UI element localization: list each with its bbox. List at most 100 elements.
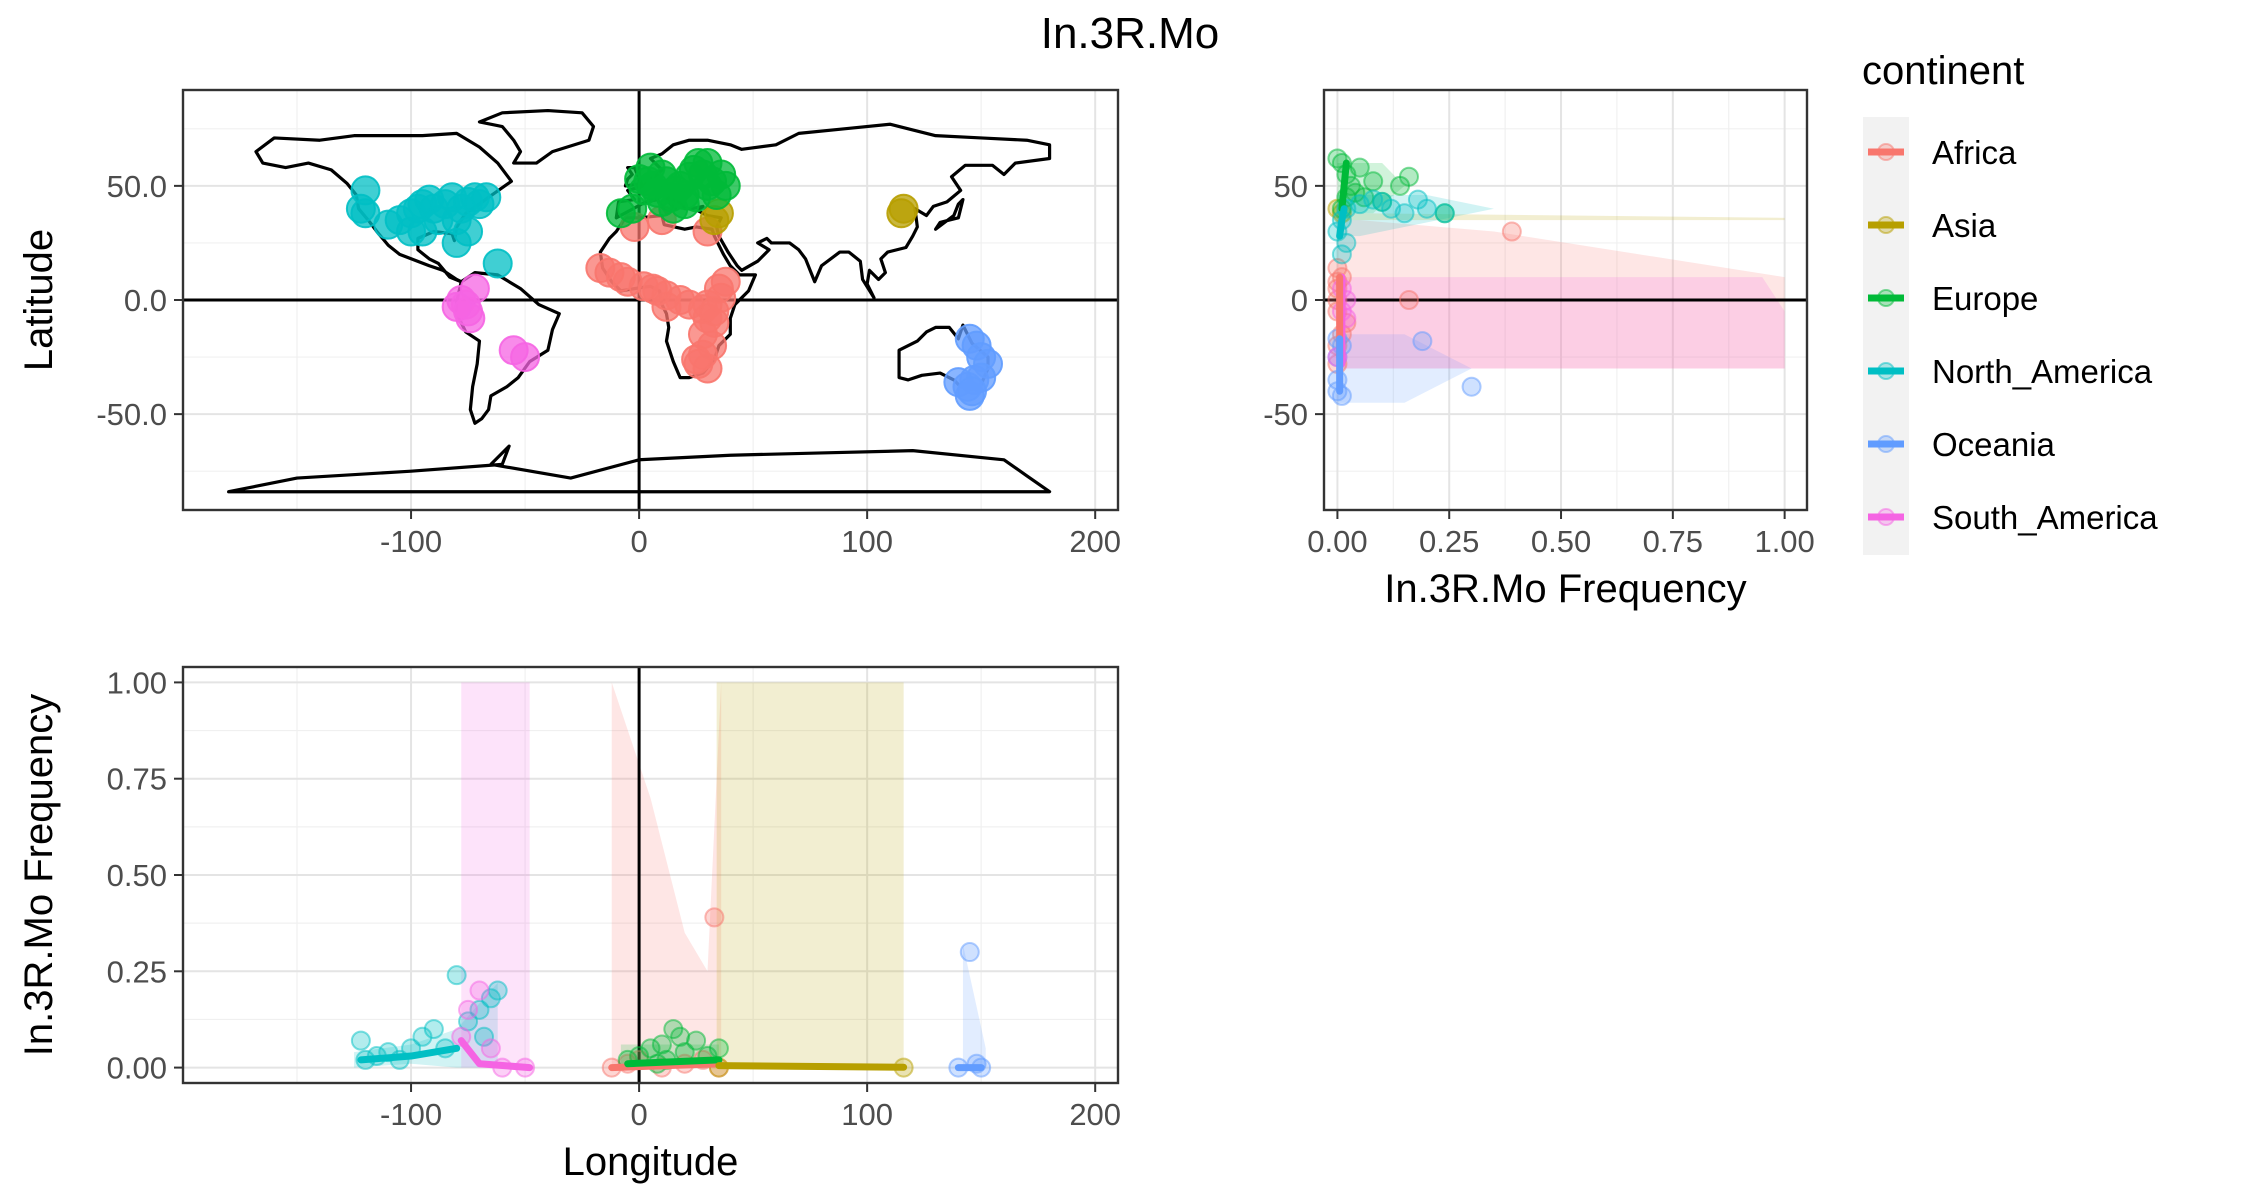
legend-key-point (1877, 216, 1895, 234)
data-point (1434, 203, 1455, 224)
frequency-longitude-panel: -100 0 100 200 0.00 0.25 0.50 0.75 1.00 Longitude… (17, 665, 1121, 1184)
plot-area (350, 667, 992, 1083)
confidence-band-africa (1337, 220, 1785, 369)
trend-line-europe (1338, 159, 1350, 213)
data-point (708, 1038, 729, 1059)
data-point (459, 273, 490, 304)
data-point (487, 980, 508, 1001)
legend-item-africa: Africa (1868, 134, 2017, 171)
confidence-band-oceania (962, 944, 986, 1068)
data-point (1461, 376, 1482, 397)
data-point (453, 216, 484, 247)
data-point (886, 198, 917, 229)
legend-label: Oceania (1932, 426, 2056, 463)
data-point (681, 344, 712, 375)
legend-key-point (1877, 289, 1895, 307)
data-point (407, 216, 438, 247)
trend-line-north-america (1336, 205, 1348, 240)
data-point (658, 193, 689, 224)
data-point (471, 182, 502, 213)
y-tick-label: 0.25 (107, 954, 167, 989)
series-africa (585, 205, 741, 384)
series-south-america (441, 273, 541, 373)
y-tick-label: 0 (1291, 283, 1308, 318)
data-point (474, 1026, 495, 1047)
legend-item-europe: Europe (1868, 280, 2038, 317)
x-tick-label: 1.00 (1754, 524, 1814, 559)
x-tick-label: 100 (841, 1097, 893, 1132)
data-point (498, 335, 529, 366)
legend-key-point (1877, 508, 1895, 526)
data-point (637, 273, 668, 304)
x-tick-label: 200 (1069, 1097, 1121, 1132)
x-tick-label: 0 (630, 524, 647, 559)
data-point (699, 205, 730, 236)
trend-line-europe (624, 1056, 723, 1068)
y-tick-label: -50.0 (96, 397, 167, 432)
y-tick-label: 0.00 (107, 1051, 167, 1086)
data-point (1501, 221, 1522, 242)
data-point (692, 148, 723, 179)
legend-label: North_America (1932, 353, 2153, 390)
x-tick-label: 0.00 (1307, 524, 1367, 559)
series-oceania (943, 323, 1004, 411)
chart-title: In.3R.Mo (1041, 9, 1220, 58)
legend-key-point (1877, 362, 1895, 380)
legend-item-oceania: Oceania (1868, 426, 2056, 463)
data-point (441, 291, 472, 322)
data-point (710, 170, 741, 201)
data-point (350, 1030, 371, 1051)
data-point (1363, 171, 1384, 192)
data-point (350, 175, 381, 206)
data-point (1398, 290, 1419, 310)
legend-item-north-america: North_America (1868, 353, 2153, 390)
data-point (423, 1019, 444, 1040)
data-point (1412, 331, 1433, 352)
landmass-outline (477, 108, 596, 165)
series-south-america (451, 980, 536, 1078)
confidence-band-asia (1337, 213, 1785, 221)
data-point (635, 152, 666, 183)
trend-line-south-america (457, 1037, 534, 1072)
legend-label: Europe (1932, 280, 2038, 317)
data-point (959, 942, 980, 963)
data-point (686, 1030, 707, 1051)
data-point (482, 248, 513, 279)
y-axis-label: Latitude (17, 229, 61, 371)
y-tick-label: 0.50 (107, 858, 167, 893)
map-panel: -100 0 100 200 -50.0 0.0 50.0 Latitude (17, 88, 1121, 559)
x-tick-label: 0.25 (1419, 524, 1479, 559)
data-point (651, 1034, 672, 1055)
plot-area (183, 90, 1118, 510)
data-point (1398, 166, 1419, 187)
y-tick-label: 1.00 (107, 665, 167, 700)
x-tick-label: 0.50 (1531, 524, 1591, 559)
legend-key-background (1863, 117, 1909, 555)
y-tick-label: 50.0 (107, 169, 167, 204)
legend-label: Africa (1932, 134, 2017, 171)
legend-key-point (1877, 435, 1895, 453)
legend: continent Africa Asia Europe North_America O… (1862, 49, 2158, 555)
data-point (670, 1026, 691, 1047)
data-point (1416, 198, 1437, 219)
x-axis-label: In.3R.Mo Frequency (1384, 567, 1746, 611)
data-point (957, 376, 988, 407)
confidence-band-north-america (1337, 195, 1494, 237)
data-point (704, 907, 725, 928)
legend-label: Asia (1932, 207, 1997, 244)
x-tick-label: 100 (841, 524, 893, 559)
data-point (605, 198, 636, 229)
confidence-band-asia (716, 682, 904, 1068)
trend-line-asia (715, 1062, 908, 1071)
y-tick-label: -50 (1263, 397, 1308, 432)
data-point (1327, 148, 1348, 169)
data-point (1331, 244, 1352, 265)
legend-item-south-america: South_America (1868, 499, 2158, 536)
y-tick-label: 0.75 (107, 762, 167, 797)
y-axis-label: In.3R.Mo Frequency (17, 694, 61, 1056)
x-tick-label: 200 (1069, 524, 1121, 559)
x-tick-label: 0.75 (1643, 524, 1703, 559)
y-tick-label: 50 (1274, 169, 1308, 204)
trend-line-north-america (357, 1044, 461, 1064)
